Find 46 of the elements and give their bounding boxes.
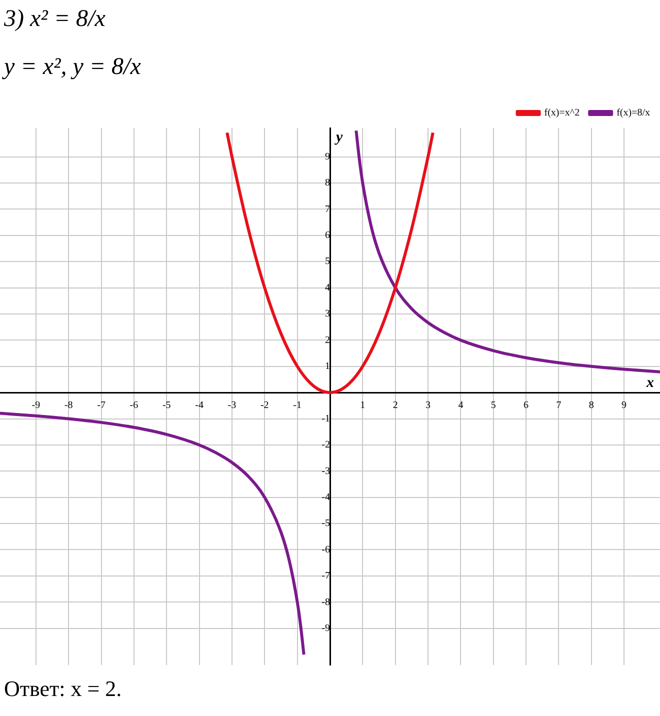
y-tick-label: -7 <box>322 570 330 582</box>
y-tick-label: 4 <box>325 282 330 294</box>
y-tick-label: -3 <box>322 466 330 477</box>
y-tick-label: 1 <box>325 361 330 372</box>
chart-subtitle: y = x², y = 8/x <box>1 53 142 82</box>
y-tick-label: 7 <box>325 204 330 215</box>
x-tick-label: -2 <box>260 400 269 412</box>
y-tick-label: 5 <box>325 256 330 268</box>
x-tick-label: -9 <box>32 400 40 412</box>
x-tick-label: 9 <box>622 400 627 412</box>
x-tick-label: 3 <box>426 400 431 412</box>
y-tick-label: -9 <box>322 622 330 634</box>
line-series <box>0 412 306 656</box>
x-tick-label: 7 <box>556 400 562 412</box>
x-tick-label: 5 <box>490 400 496 412</box>
x-tick-label: 1 <box>360 400 366 412</box>
line-series <box>354 129 660 374</box>
y-tick-label: 2 <box>325 334 330 346</box>
y-tick-label: -5 <box>322 518 330 530</box>
y-tick-label: 9 <box>325 151 330 162</box>
legend-label: f(x)=x^2 <box>544 108 580 119</box>
x-tick-label: 4 <box>458 400 464 412</box>
y-tick-label: -2 <box>322 440 330 451</box>
x-tick-label: 6 <box>524 400 529 412</box>
y-axis-title: y <box>334 129 343 146</box>
legend-label: f(x)=8/x <box>616 108 650 119</box>
x-tick-label: -7 <box>97 400 106 412</box>
y-tick-label: -1 <box>322 413 330 424</box>
line-series <box>226 131 434 394</box>
text: Ответ: x = 2. <box>3 675 123 702</box>
x-tick-label: -3 <box>228 400 236 412</box>
x-tick-label: 2 <box>392 400 398 412</box>
x-tick-label: -5 <box>162 400 171 412</box>
y-tick-label: 8 <box>325 178 330 189</box>
y-tick-label: -4 <box>322 492 330 503</box>
x-tick-label: 8 <box>588 400 594 412</box>
x-axis-title: x <box>646 374 654 391</box>
y-tick-label: 3 <box>325 308 330 320</box>
x-tick-label: -8 <box>64 400 73 412</box>
y-tick-label: -8 <box>322 596 330 608</box>
chart-title: 3) x² = 8/x <box>3 5 106 34</box>
x-tick-label: -4 <box>195 400 204 412</box>
x-tick-label: -6 <box>130 400 138 412</box>
y-tick-label: -6 <box>322 544 330 556</box>
y-tick-label: 6 <box>325 230 330 242</box>
x-tick-label: -1 <box>293 400 302 412</box>
